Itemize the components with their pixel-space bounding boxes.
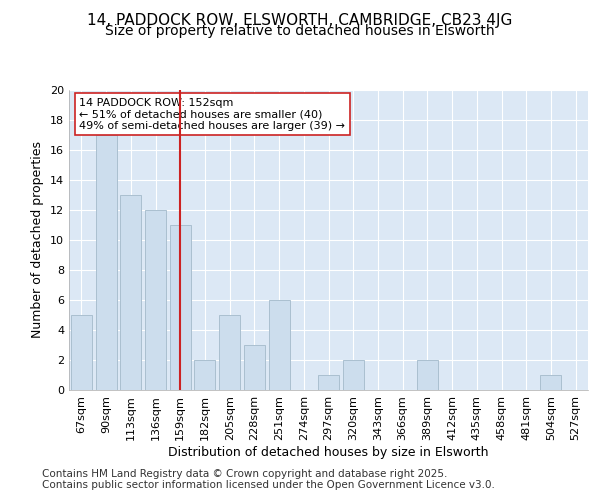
Bar bbox=[145, 210, 166, 390]
Bar bbox=[244, 345, 265, 390]
Text: 14, PADDOCK ROW, ELSWORTH, CAMBRIDGE, CB23 4JG: 14, PADDOCK ROW, ELSWORTH, CAMBRIDGE, CB… bbox=[88, 12, 512, 28]
Bar bbox=[269, 300, 290, 390]
Text: Contains public sector information licensed under the Open Government Licence v3: Contains public sector information licen… bbox=[42, 480, 495, 490]
Bar bbox=[71, 315, 92, 390]
Bar bbox=[120, 195, 141, 390]
Bar bbox=[219, 315, 240, 390]
Bar bbox=[541, 375, 562, 390]
X-axis label: Distribution of detached houses by size in Elsworth: Distribution of detached houses by size … bbox=[168, 446, 489, 458]
Bar bbox=[170, 225, 191, 390]
Y-axis label: Number of detached properties: Number of detached properties bbox=[31, 142, 44, 338]
Text: Size of property relative to detached houses in Elsworth: Size of property relative to detached ho… bbox=[105, 24, 495, 38]
Bar bbox=[417, 360, 438, 390]
Text: Contains HM Land Registry data © Crown copyright and database right 2025.: Contains HM Land Registry data © Crown c… bbox=[42, 469, 448, 479]
Bar bbox=[343, 360, 364, 390]
Bar bbox=[95, 135, 116, 390]
Bar bbox=[194, 360, 215, 390]
Bar bbox=[318, 375, 339, 390]
Text: 14 PADDOCK ROW: 152sqm
← 51% of detached houses are smaller (40)
49% of semi-det: 14 PADDOCK ROW: 152sqm ← 51% of detached… bbox=[79, 98, 346, 130]
